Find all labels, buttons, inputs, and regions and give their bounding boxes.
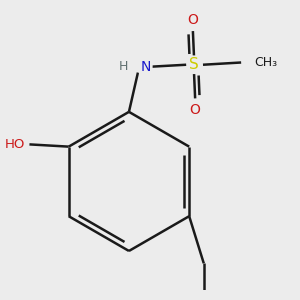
Text: HO: HO bbox=[5, 138, 25, 151]
Text: N: N bbox=[141, 60, 151, 74]
Text: O: O bbox=[188, 13, 198, 27]
Text: O: O bbox=[190, 103, 201, 117]
Text: H: H bbox=[118, 61, 128, 74]
Text: S: S bbox=[189, 57, 199, 72]
Text: CH₃: CH₃ bbox=[255, 56, 278, 69]
